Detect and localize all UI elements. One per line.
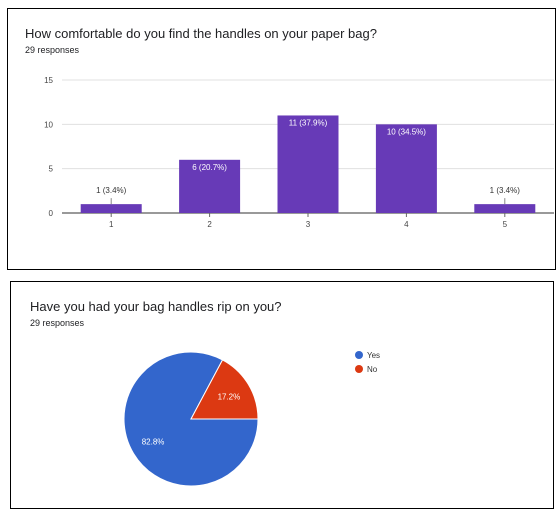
data-label: 1 (3.4%) — [490, 186, 521, 195]
x-tick-label: 4 — [404, 220, 409, 229]
y-tick-label: 15 — [44, 76, 53, 85]
y-tick-label: 0 — [49, 209, 54, 218]
x-tick-label: 1 — [109, 220, 114, 229]
x-tick-label: 5 — [503, 220, 508, 229]
x-tick-label: 2 — [207, 220, 212, 229]
pie-chart-card: Have you had your bag handles rip on you… — [10, 281, 554, 509]
pie-slice — [123, 351, 259, 487]
data-label: 11 (37.9%) — [289, 118, 328, 127]
question-title: Have you had your bag handles rip on you… — [30, 299, 282, 314]
data-label: 10 (34.5%) — [387, 127, 426, 136]
pie-slice — [190, 359, 259, 420]
legend-label: No — [367, 365, 378, 374]
slice-label: 17.2% — [218, 392, 241, 401]
legend-marker — [355, 365, 363, 373]
y-tick-label: 10 — [44, 120, 53, 129]
bar — [179, 159, 241, 213]
pie-chart: 82.8% 17.2% Yes No — [123, 351, 380, 487]
bar-chart: 0 5 10 15 1 1 (3.4%) 2 6 (20.7%) 3 11 (37.9%) 4 10 … — [44, 76, 554, 229]
data-label: 6 (20.7%) — [192, 163, 227, 172]
bar — [375, 124, 437, 213]
response-count: 29 responses — [25, 45, 80, 55]
bar — [80, 204, 142, 213]
response-count: 29 responses — [30, 318, 85, 328]
legend-label: Yes — [367, 351, 380, 360]
question-title: How comfortable do you find the handles … — [25, 26, 377, 41]
data-label: 1 (3.4%) — [96, 186, 127, 195]
slice-label: 82.8% — [142, 438, 165, 447]
bar — [277, 115, 339, 213]
bar-chart-card: How comfortable do you find the handles … — [7, 8, 556, 270]
bar — [474, 204, 536, 213]
x-tick-label: 3 — [306, 220, 311, 229]
legend-marker — [355, 351, 363, 359]
y-tick-label: 5 — [49, 165, 54, 174]
